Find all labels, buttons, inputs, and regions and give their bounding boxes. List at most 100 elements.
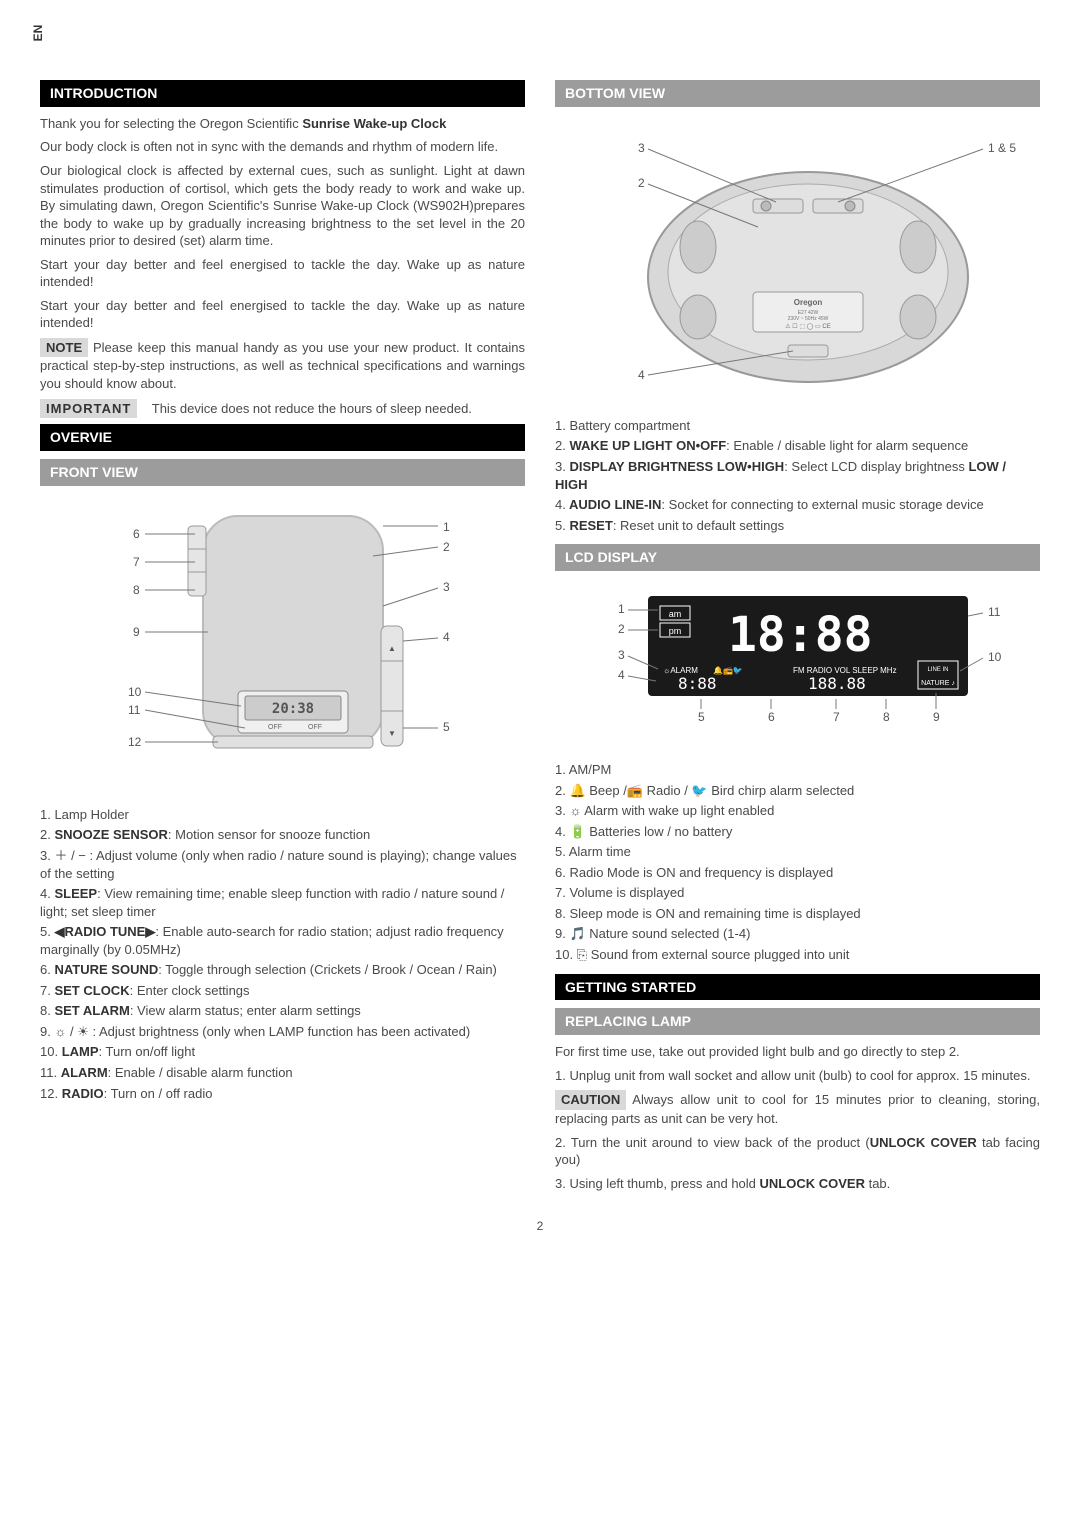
svg-text:11: 11 [988, 605, 1001, 619]
list-item: 7. SET CLOCK: Enter clock settings [40, 982, 525, 1000]
list-item: 10. LAMP: Turn on/off light [40, 1043, 525, 1061]
svg-text:am: am [668, 609, 681, 619]
svg-text:4: 4 [618, 668, 625, 682]
left-column: INTRODUCTION Thank you for selecting the… [40, 80, 525, 1198]
note-paragraph: NOTE Please keep this manual handy as yo… [40, 338, 525, 393]
bottom-view-figure: Oregon E27 42W 230V ~ 50Hz 45W ⚠ ☐ ⬚ ◯ ▭… [555, 117, 1040, 407]
svg-text:3: 3 [638, 141, 645, 155]
list-item: 4. 🔋 Batteries low / no battery [555, 823, 1040, 841]
list-item: 2. 🔔 Beep /📻 Radio / 🐦 Bird chirp alarm … [555, 782, 1040, 800]
list-item: 1. AM/PM [555, 761, 1040, 779]
list-item: 3. DISPLAY BRIGHTNESS LOW•HIGH: Select L… [555, 458, 1040, 493]
svg-text:⚠ ☐ ⬚ ◯ ▭ CE: ⚠ ☐ ⬚ ◯ ▭ CE [785, 323, 830, 330]
svg-text:12: 12 [128, 735, 142, 749]
svg-text:1: 1 [443, 520, 450, 534]
overview-header: OVERVIE [40, 424, 525, 451]
svg-text:4: 4 [443, 630, 450, 644]
list-item: 1. Lamp Holder [40, 806, 525, 824]
note-label: NOTE [40, 338, 88, 358]
bottom-view-header: BOTTOM VIEW [555, 80, 1040, 107]
intro-p5: Start your day better and feel energised… [40, 297, 525, 332]
intro-p2: Our body clock is often not in sync with… [40, 138, 525, 156]
svg-text:pm: pm [668, 626, 681, 636]
front-view-header: FRONT VIEW [40, 459, 525, 486]
list-item: 3. ＋ / − : Adjust volume (only when radi… [40, 847, 525, 882]
svg-text:5: 5 [698, 710, 705, 724]
replacing-step3: 3. Using left thumb, press and hold UNLO… [555, 1175, 1040, 1193]
svg-text:6: 6 [133, 527, 140, 541]
bottom-view-list: 1. Battery compartment 2. WAKE UP LIGHT O… [555, 417, 1040, 534]
list-item: 12. RADIO: Turn on / off radio [40, 1085, 525, 1103]
svg-text:Oregon: Oregon [793, 298, 822, 307]
intro-p4: Start your day better and feel energised… [40, 256, 525, 291]
list-item: 8. Sleep mode is ON and remaining time i… [555, 905, 1040, 923]
list-item: 4. AUDIO LINE-IN: Socket for connecting … [555, 496, 1040, 514]
svg-text:11: 11 [128, 703, 141, 717]
svg-text:LINE IN: LINE IN [927, 667, 948, 673]
list-item: 10. ⎘ Sound from external source plugged… [555, 946, 1040, 964]
list-item: 2. WAKE UP LIGHT ON•OFF: Enable / disabl… [555, 437, 1040, 455]
svg-text:1: 1 [618, 602, 625, 616]
list-item: 6. NATURE SOUND: Toggle through selectio… [40, 961, 525, 979]
list-item: 3. ☼ Alarm with wake up light enabled [555, 802, 1040, 820]
svg-text:8:88: 8:88 [678, 674, 717, 693]
list-item: 7. Volume is displayed [555, 884, 1040, 902]
svg-text:7: 7 [133, 555, 140, 569]
replacing-step2: 2. Turn the unit around to view back of … [555, 1134, 1040, 1169]
svg-text:OFF: OFF [268, 724, 282, 731]
svg-text:▲: ▲ [388, 644, 396, 653]
right-column: BOTTOM VIEW Oregon E27 42W 230V ~ 50Hz 4… [555, 80, 1040, 1198]
svg-text:9: 9 [933, 710, 940, 724]
page-number: 2 [40, 1218, 1040, 1234]
svg-text:20:38: 20:38 [271, 701, 313, 717]
svg-text:9: 9 [133, 625, 140, 639]
replacing-step1: 1. Unplug unit from wall socket and allo… [555, 1067, 1040, 1085]
replacing-lamp-header: REPLACING LAMP [555, 1008, 1040, 1035]
svg-text:18:88: 18:88 [728, 607, 873, 663]
svg-text:7: 7 [833, 710, 840, 724]
list-item: 1. Battery compartment [555, 417, 1040, 435]
language-tag: EN [30, 25, 46, 42]
svg-text:2: 2 [618, 622, 625, 636]
introduction-header: INTRODUCTION [40, 80, 525, 107]
list-item: 5. ◀RADIO TUNE▶: Enable auto-search for … [40, 923, 525, 958]
intro-p3: Our biological clock is affected by exte… [40, 162, 525, 250]
front-view-figure: ▲ ▼ 20:38 OFF OFF 6 7 8 9 10 11 12 [40, 496, 525, 796]
svg-text:1 & 5: 1 & 5 [988, 141, 1016, 155]
svg-text:🔔📻🐦: 🔔📻🐦 [713, 666, 743, 675]
list-item: 5. RESET: Reset unit to default settings [555, 517, 1040, 535]
svg-text:5: 5 [443, 720, 450, 734]
front-view-list: 1. Lamp Holder 2. SNOOZE SENSOR: Motion s… [40, 806, 525, 1102]
svg-text:▼: ▼ [388, 729, 396, 738]
list-item: 2. SNOOZE SENSOR: Motion sensor for snoo… [40, 826, 525, 844]
svg-text:3: 3 [443, 580, 450, 594]
getting-started-header: GETTING STARTED [555, 974, 1040, 1001]
important-paragraph: IMPORTANT This device does not reduce th… [40, 399, 525, 419]
caution-paragraph: CAUTION Always allow unit to cool for 15… [555, 1090, 1040, 1127]
svg-text:8: 8 [133, 583, 140, 597]
svg-text:10: 10 [988, 650, 1002, 664]
list-item: 9. ☼ / ☀ : Adjust brightness (only when … [40, 1023, 525, 1041]
list-item: 5. Alarm time [555, 843, 1040, 861]
svg-text:4: 4 [638, 368, 645, 382]
svg-text:2: 2 [443, 540, 450, 554]
svg-text:OFF: OFF [308, 724, 322, 731]
svg-text:230V ~ 50Hz 45W: 230V ~ 50Hz 45W [787, 316, 828, 322]
svg-text:NATURE ♪: NATURE ♪ [921, 680, 955, 687]
list-item: 6. Radio Mode is ON and frequency is dis… [555, 864, 1040, 882]
lcd-display-header: LCD DISPLAY [555, 544, 1040, 571]
lcd-list: 1. AM/PM 2. 🔔 Beep /📻 Radio / 🐦 Bird chir… [555, 761, 1040, 963]
svg-text:3: 3 [618, 648, 625, 662]
svg-text:10: 10 [128, 685, 142, 699]
lcd-figure: 18:88 am pm ☼ALARM 🔔📻🐦 8:88 FM RADIO VOL… [555, 581, 1040, 751]
svg-text:6: 6 [768, 710, 775, 724]
important-label: IMPORTANT [40, 399, 137, 419]
list-item: 11. ALARM: Enable / disable alarm functi… [40, 1064, 525, 1082]
svg-text:188.88: 188.88 [808, 674, 866, 693]
intro-thanks: Thank you for selecting the Oregon Scien… [40, 115, 525, 133]
replacing-p1: For first time use, take out provided li… [555, 1043, 1040, 1061]
svg-text:2: 2 [638, 176, 645, 190]
list-item: 8. SET ALARM: View alarm status; enter a… [40, 1002, 525, 1020]
svg-text:8: 8 [883, 710, 890, 724]
list-item: 9. 🎵 Nature sound selected (1-4) [555, 925, 1040, 943]
